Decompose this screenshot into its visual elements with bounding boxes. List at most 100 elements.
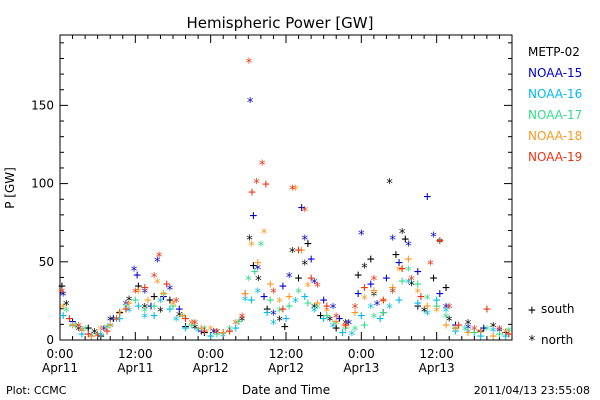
data-point-noaa-16: + xyxy=(207,329,215,344)
data-point-noaa-16: + xyxy=(395,293,403,308)
x-tick-time-label: 12:00 xyxy=(269,347,304,361)
data-point-noaa-19: + xyxy=(182,312,190,327)
data-point-noaa-19: + xyxy=(295,243,303,258)
data-point-noaa-18: + xyxy=(125,296,133,311)
data-point-noaa-17: + xyxy=(285,299,293,314)
data-point-noaa-17: * xyxy=(244,274,252,289)
legend-entry-metp-02: METP-02 xyxy=(528,45,580,59)
data-point-noaa-15: * xyxy=(78,326,86,341)
data-point-noaa-17: + xyxy=(72,318,80,333)
data-point-noaa-18: * xyxy=(395,265,403,280)
data-point-noaa-19: * xyxy=(131,287,139,302)
data-point-metp-02: + xyxy=(367,252,375,267)
data-point-noaa-16: * xyxy=(386,302,394,317)
data-point-noaa-15: * xyxy=(254,263,262,278)
data-point-noaa-18: * xyxy=(78,326,86,341)
chart-title: Hemispheric Power [GW] xyxy=(187,14,374,32)
data-point-noaa-19: * xyxy=(496,324,504,339)
data-point-noaa-15: * xyxy=(357,229,365,244)
data-point-metp-02: + xyxy=(249,258,257,273)
data-point-noaa-18: + xyxy=(370,283,378,298)
data-point-metp-02: + xyxy=(392,247,400,262)
data-point-noaa-16: * xyxy=(106,321,114,336)
data-point-noaa-16: + xyxy=(433,293,441,308)
x-tick-time-label: 0:00 xyxy=(197,347,224,361)
data-point-noaa-16: + xyxy=(477,329,485,344)
data-point-noaa-18: + xyxy=(489,329,497,344)
data-point-noaa-17: * xyxy=(81,324,89,339)
data-point-noaa-19: + xyxy=(379,293,387,308)
data-point-noaa-15: + xyxy=(133,268,141,283)
data-point-noaa-19: + xyxy=(398,262,406,277)
data-point-noaa-19: * xyxy=(238,312,246,327)
data-point-metp-02: * xyxy=(91,327,99,342)
data-point-noaa-18: * xyxy=(97,324,105,339)
data-point-noaa-17: * xyxy=(313,302,321,317)
data-point-noaa-16: * xyxy=(348,329,356,344)
data-point-noaa-16: * xyxy=(310,305,318,320)
data-point-noaa-16: + xyxy=(232,321,240,336)
data-point-noaa-18: + xyxy=(285,290,293,305)
data-point-noaa-18: + xyxy=(106,318,114,333)
data-point-noaa-19: * xyxy=(172,296,180,311)
data-point-noaa-19: * xyxy=(389,287,397,302)
data-point-noaa-18: * xyxy=(379,296,387,311)
data-point-metp-02: + xyxy=(430,271,438,286)
data-point-noaa-19: + xyxy=(323,299,331,314)
data-point-noaa-16: + xyxy=(502,329,510,344)
data-point-metp-02: * xyxy=(191,323,199,338)
data-point-noaa-16: + xyxy=(150,308,158,323)
data-point-noaa-16: * xyxy=(87,330,95,345)
data-point-noaa-18: * xyxy=(248,240,256,255)
x-tick-date-label: Apr13 xyxy=(419,361,455,375)
data-point-noaa-16: * xyxy=(292,296,300,311)
data-point-noaa-18: * xyxy=(169,299,177,314)
data-point-noaa-19: * xyxy=(191,318,199,333)
data-point-metp-02: + xyxy=(58,279,66,294)
data-point-noaa-19: + xyxy=(200,324,208,339)
data-point-noaa-19: * xyxy=(470,324,478,339)
data-point-noaa-16: + xyxy=(414,296,422,311)
data-point-noaa-16: + xyxy=(97,327,105,342)
data-point-noaa-15: * xyxy=(373,299,381,314)
data-point-noaa-15: + xyxy=(354,287,362,302)
data-point-noaa-15: * xyxy=(285,271,293,286)
data-point-noaa-15: + xyxy=(279,279,287,294)
data-point-noaa-19: + xyxy=(84,327,92,342)
data-point-noaa-18: * xyxy=(342,321,350,336)
data-point-metp-02: + xyxy=(442,280,450,295)
data-point-noaa-17: * xyxy=(505,326,513,341)
data-point-noaa-17: * xyxy=(442,312,450,327)
data-point-noaa-18: * xyxy=(59,302,67,317)
data-point-metp-02: * xyxy=(408,279,416,294)
data-point-noaa-18: * xyxy=(260,227,268,242)
data-point-noaa-15: * xyxy=(166,283,174,298)
data-point-metp-02: * xyxy=(420,305,428,320)
data-point-noaa-19: * xyxy=(288,183,296,198)
data-point-noaa-16: + xyxy=(59,308,67,323)
data-point-metp-02: + xyxy=(263,302,271,317)
data-point-noaa-17: * xyxy=(295,287,303,302)
data-point-noaa-18: + xyxy=(254,255,262,270)
data-point-noaa-19: + xyxy=(436,233,444,248)
marker-legend: + south * north xyxy=(528,302,575,349)
data-point-noaa-19: * xyxy=(351,302,359,317)
data-point-noaa-15: + xyxy=(241,287,249,302)
data-point-noaa-16: * xyxy=(141,312,149,327)
data-point-metp-02: + xyxy=(226,324,234,339)
data-point-noaa-15: * xyxy=(141,287,149,302)
data-point-noaa-16: + xyxy=(263,305,271,320)
legend-entry-noaa-19: NOAA-19 xyxy=(528,150,582,164)
data-point-noaa-15: * xyxy=(270,308,278,323)
data-point-noaa-16: * xyxy=(219,330,227,345)
data-point-noaa-19: * xyxy=(245,57,253,72)
data-point-metp-02: * xyxy=(106,315,114,330)
x-tick-time-label: 0:00 xyxy=(47,347,74,361)
data-point-noaa-18: + xyxy=(219,326,227,341)
data-point-noaa-19: * xyxy=(408,274,416,289)
data-point-noaa-18: + xyxy=(313,296,321,311)
data-point-noaa-15: * xyxy=(389,233,397,248)
data-point-noaa-16: + xyxy=(452,324,460,339)
data-point-noaa-17: * xyxy=(103,323,111,338)
data-point-noaa-16: + xyxy=(116,312,124,327)
